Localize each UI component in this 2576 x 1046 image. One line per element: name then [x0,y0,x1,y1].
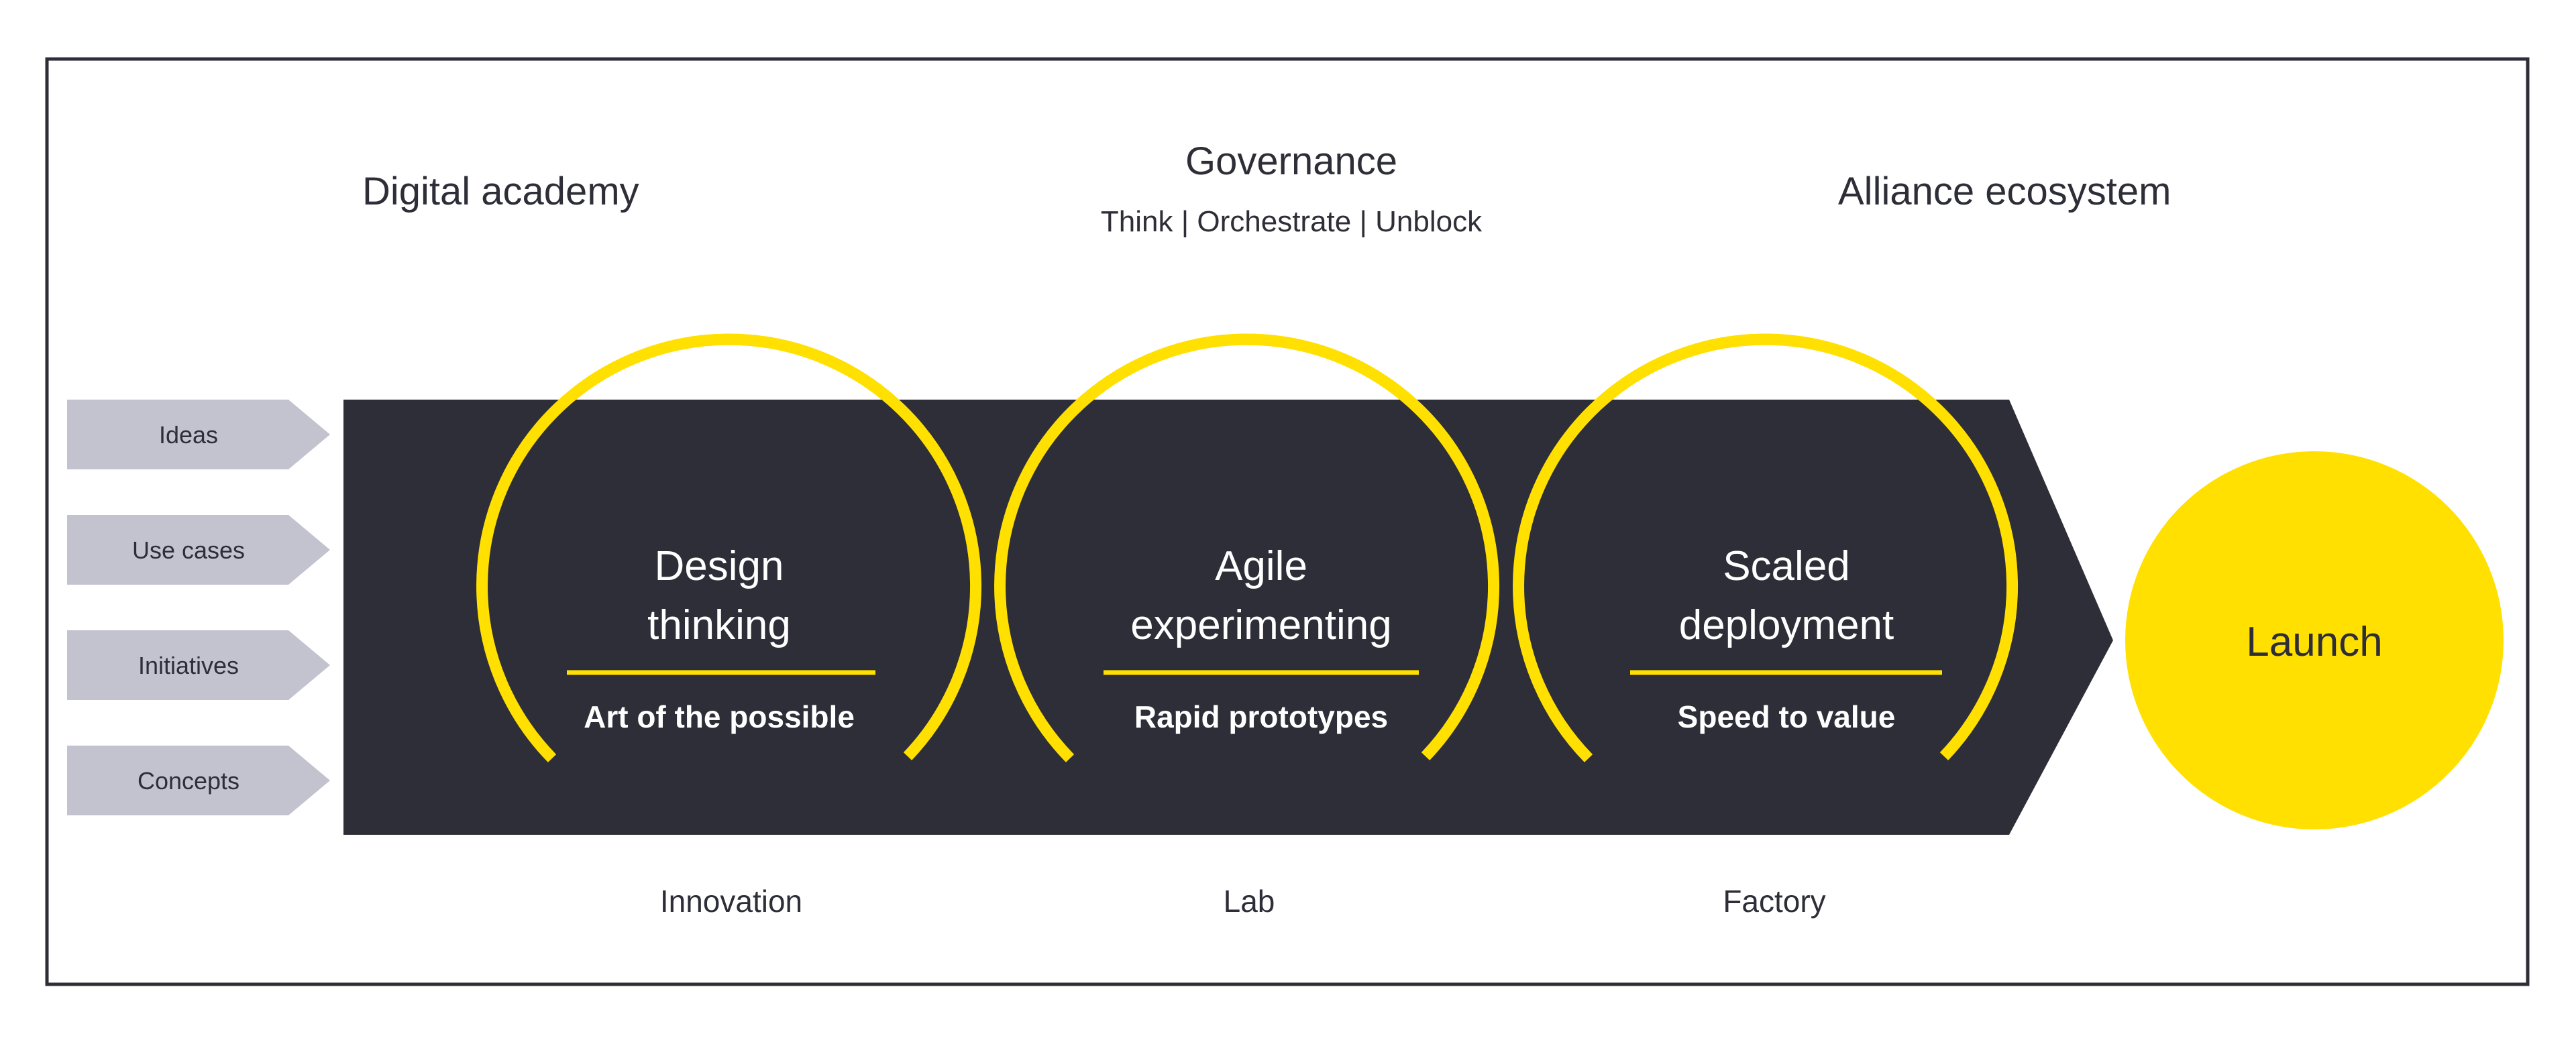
chip-label-initiatives: Initiatives [138,652,239,679]
chip-shape-concepts [67,746,330,815]
stage-title-line1-scaled-deployment: Scaled [1723,543,1850,589]
input-chip-initiatives[interactable]: Initiatives [67,630,330,700]
ring-arc-factory [1513,333,2018,762]
ring-arc-lab [994,333,1499,762]
header-title-alliance-ecosystem: Alliance ecosystem [1838,170,2171,213]
stage-title-line2-design-thinking: thinking [647,602,791,648]
stage-scaled-deployment[interactable]: Scaled deployment Speed to value [1630,543,1942,734]
ring-arc-innovation [476,333,981,762]
stage-title-line2-agile-experimenting: experimenting [1130,602,1391,648]
launch-node[interactable]: Launch [2125,451,2504,829]
stage-agile-experimenting[interactable]: Agile experimenting Rapid prototypes [1104,543,1419,734]
input-chip-concepts[interactable]: Concepts [67,746,330,815]
stage-subtitle-agile-experimenting: Rapid prototypes [1134,699,1388,734]
header-alliance-ecosystem: Alliance ecosystem [1838,170,2171,213]
chip-shape-initiatives [67,630,330,700]
ring-label-innovation: Innovation [660,884,802,919]
input-chip-use-cases[interactable]: Use cases [67,515,330,585]
frame-border [45,57,2530,986]
launch-circle [2125,451,2504,829]
header-digital-academy: Digital academy [362,170,639,213]
header-subtitle-governance: Think | Orchestrate | Unblock [1101,205,1483,238]
header-title-governance: Governance [1185,139,1397,183]
launch-label: Launch [2246,619,2382,665]
ring-label-factory: Factory [1723,884,1825,919]
stage-title-line1-agile-experimenting: Agile [1215,543,1307,589]
chip-label-use-cases: Use cases [132,536,245,564]
process-band-arrow [343,400,2113,835]
chip-shape-ideas [67,400,330,469]
stage-subtitle-design-thinking: Art of the possible [584,699,855,734]
ring-label-lab: Lab [1224,884,1275,919]
stage-subtitle-scaled-deployment: Speed to value [1678,699,1896,734]
chip-label-concepts: Concepts [138,767,239,795]
stage-title-line1-design-thinking: Design [655,543,784,589]
ring-arcs-front [476,333,2018,762]
input-chip-ideas[interactable]: Ideas [67,400,330,469]
header-governance: Governance Think | Orchestrate | Unblock [1101,139,1483,238]
stage-title-line2-scaled-deployment: deployment [1679,602,1894,648]
stage-design-thinking[interactable]: Design thinking Art of the possible [567,543,875,734]
chip-shape-use-cases [67,515,330,585]
header-title-digital-academy: Digital academy [362,170,639,213]
chip-label-ideas: Ideas [159,421,218,449]
